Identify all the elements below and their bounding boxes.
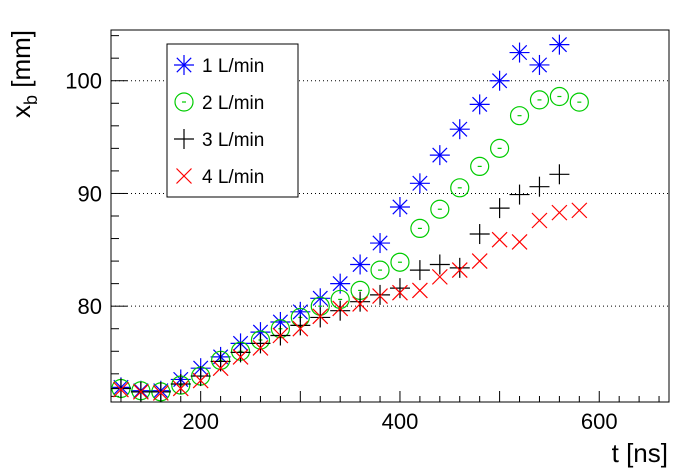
data-point-series2 xyxy=(410,218,430,238)
data-point-series4 xyxy=(551,204,568,221)
data-point-series1 xyxy=(469,94,490,115)
data-point-series3 xyxy=(489,198,510,219)
data-point-series4 xyxy=(132,383,149,400)
y-tick-label-90: 90 xyxy=(78,181,102,206)
data-point-series2 xyxy=(390,252,410,272)
data-point-series4 xyxy=(451,262,468,279)
data-point-series2 xyxy=(529,90,550,110)
data-point-series4 xyxy=(411,282,428,299)
data-point-series3 xyxy=(230,342,251,363)
legend-marker-1 xyxy=(174,55,194,75)
data-point-series4 xyxy=(152,385,169,401)
legend-marker-4 xyxy=(176,168,192,184)
data-point-series4 xyxy=(252,339,269,356)
data-point-series4 xyxy=(272,327,289,344)
legend-label-4: 4 L/min xyxy=(202,167,264,188)
x-tick-label-400: 400 xyxy=(382,409,419,434)
data-point-series4 xyxy=(332,300,349,317)
y-axis-title-sub: b xyxy=(21,95,41,105)
data-point-series4 xyxy=(571,202,588,219)
data-point-series3 xyxy=(190,366,211,387)
legend-markers xyxy=(174,55,194,184)
data-point-series3 xyxy=(549,164,570,185)
data-point-series4 xyxy=(312,308,329,325)
data-point-series3 xyxy=(350,291,371,312)
data-point-series2 xyxy=(549,86,569,107)
data-point-series2 xyxy=(509,106,530,126)
data-point-series3 xyxy=(409,260,430,281)
data-point-series1 xyxy=(330,273,351,294)
data-point-series4 xyxy=(392,284,408,301)
data-point-series1 xyxy=(350,254,371,275)
data-point-series1 xyxy=(509,42,530,63)
axis-ticks: 200 400 600 80 90 100 xyxy=(65,35,660,434)
data-point-series4 xyxy=(511,234,528,250)
data-point-series2 xyxy=(370,260,390,280)
data-point-series3 xyxy=(529,176,550,197)
y-tick-label-80: 80 xyxy=(78,294,102,319)
data-point-series3 xyxy=(449,257,470,278)
data-point-series3 xyxy=(250,333,271,354)
y-axis-title: xb [mm] xyxy=(6,30,41,118)
data-point-series3 xyxy=(370,284,391,305)
data-point-series2 xyxy=(490,138,510,158)
data-point-series4 xyxy=(431,268,448,285)
x-axis-title: t [ns] xyxy=(612,438,668,468)
data-point-series4 xyxy=(192,372,209,389)
data-point-series3 xyxy=(290,315,311,336)
data-point-series3 xyxy=(389,278,410,299)
data-point-series3 xyxy=(509,184,530,205)
data-point-series4 xyxy=(292,320,309,337)
data-point-series4 xyxy=(372,288,388,304)
data-point-series4 xyxy=(491,231,508,248)
data-point-series1 xyxy=(310,288,331,309)
data-point-series1 xyxy=(409,173,430,194)
data-point-series2 xyxy=(450,178,470,198)
data-point-series1 xyxy=(489,70,510,91)
data-point-series3 xyxy=(330,300,351,321)
legend-label-1: 1 L/min xyxy=(202,56,264,77)
data-point-series1 xyxy=(529,54,550,75)
data-point-series3 xyxy=(429,254,450,275)
legend-label-3: 3 L/min xyxy=(202,130,264,151)
data-point-series4 xyxy=(531,212,548,229)
data-point-series4 xyxy=(113,381,129,398)
data-points xyxy=(110,34,589,402)
data-point-series2 xyxy=(470,156,490,176)
x-tick-label-600: 600 xyxy=(581,409,618,434)
legend-marker-3 xyxy=(174,129,194,149)
data-point-series4 xyxy=(212,360,229,377)
data-point-series1 xyxy=(449,119,470,140)
data-point-series1 xyxy=(389,196,410,217)
data-point-series4 xyxy=(232,348,249,365)
legend: 1 L/min 2 L/min 3 L/min 4 L/min xyxy=(166,43,299,198)
data-point-series2 xyxy=(430,199,450,219)
data-point-series1 xyxy=(429,145,450,166)
data-point-series3 xyxy=(310,307,331,328)
data-point-series3 xyxy=(469,224,490,245)
data-point-series3 xyxy=(110,378,131,399)
x-tick-label-200: 200 xyxy=(182,409,219,434)
legend-marker-2 xyxy=(174,92,194,112)
data-point-series4 xyxy=(172,380,189,397)
data-point-series1 xyxy=(370,233,391,254)
data-point-series3 xyxy=(150,381,171,402)
y-axis-title-unit: [mm] xyxy=(6,30,36,95)
y-axis-title-main: x xyxy=(6,105,36,118)
data-point-series2 xyxy=(569,92,589,112)
legend-label-2: 2 L/min xyxy=(202,93,264,114)
data-point-series4 xyxy=(471,253,488,270)
data-point-series4 xyxy=(352,296,369,312)
data-point-series3 xyxy=(170,373,191,394)
y-tick-label-100: 100 xyxy=(65,69,102,94)
data-point-series1 xyxy=(549,34,570,55)
